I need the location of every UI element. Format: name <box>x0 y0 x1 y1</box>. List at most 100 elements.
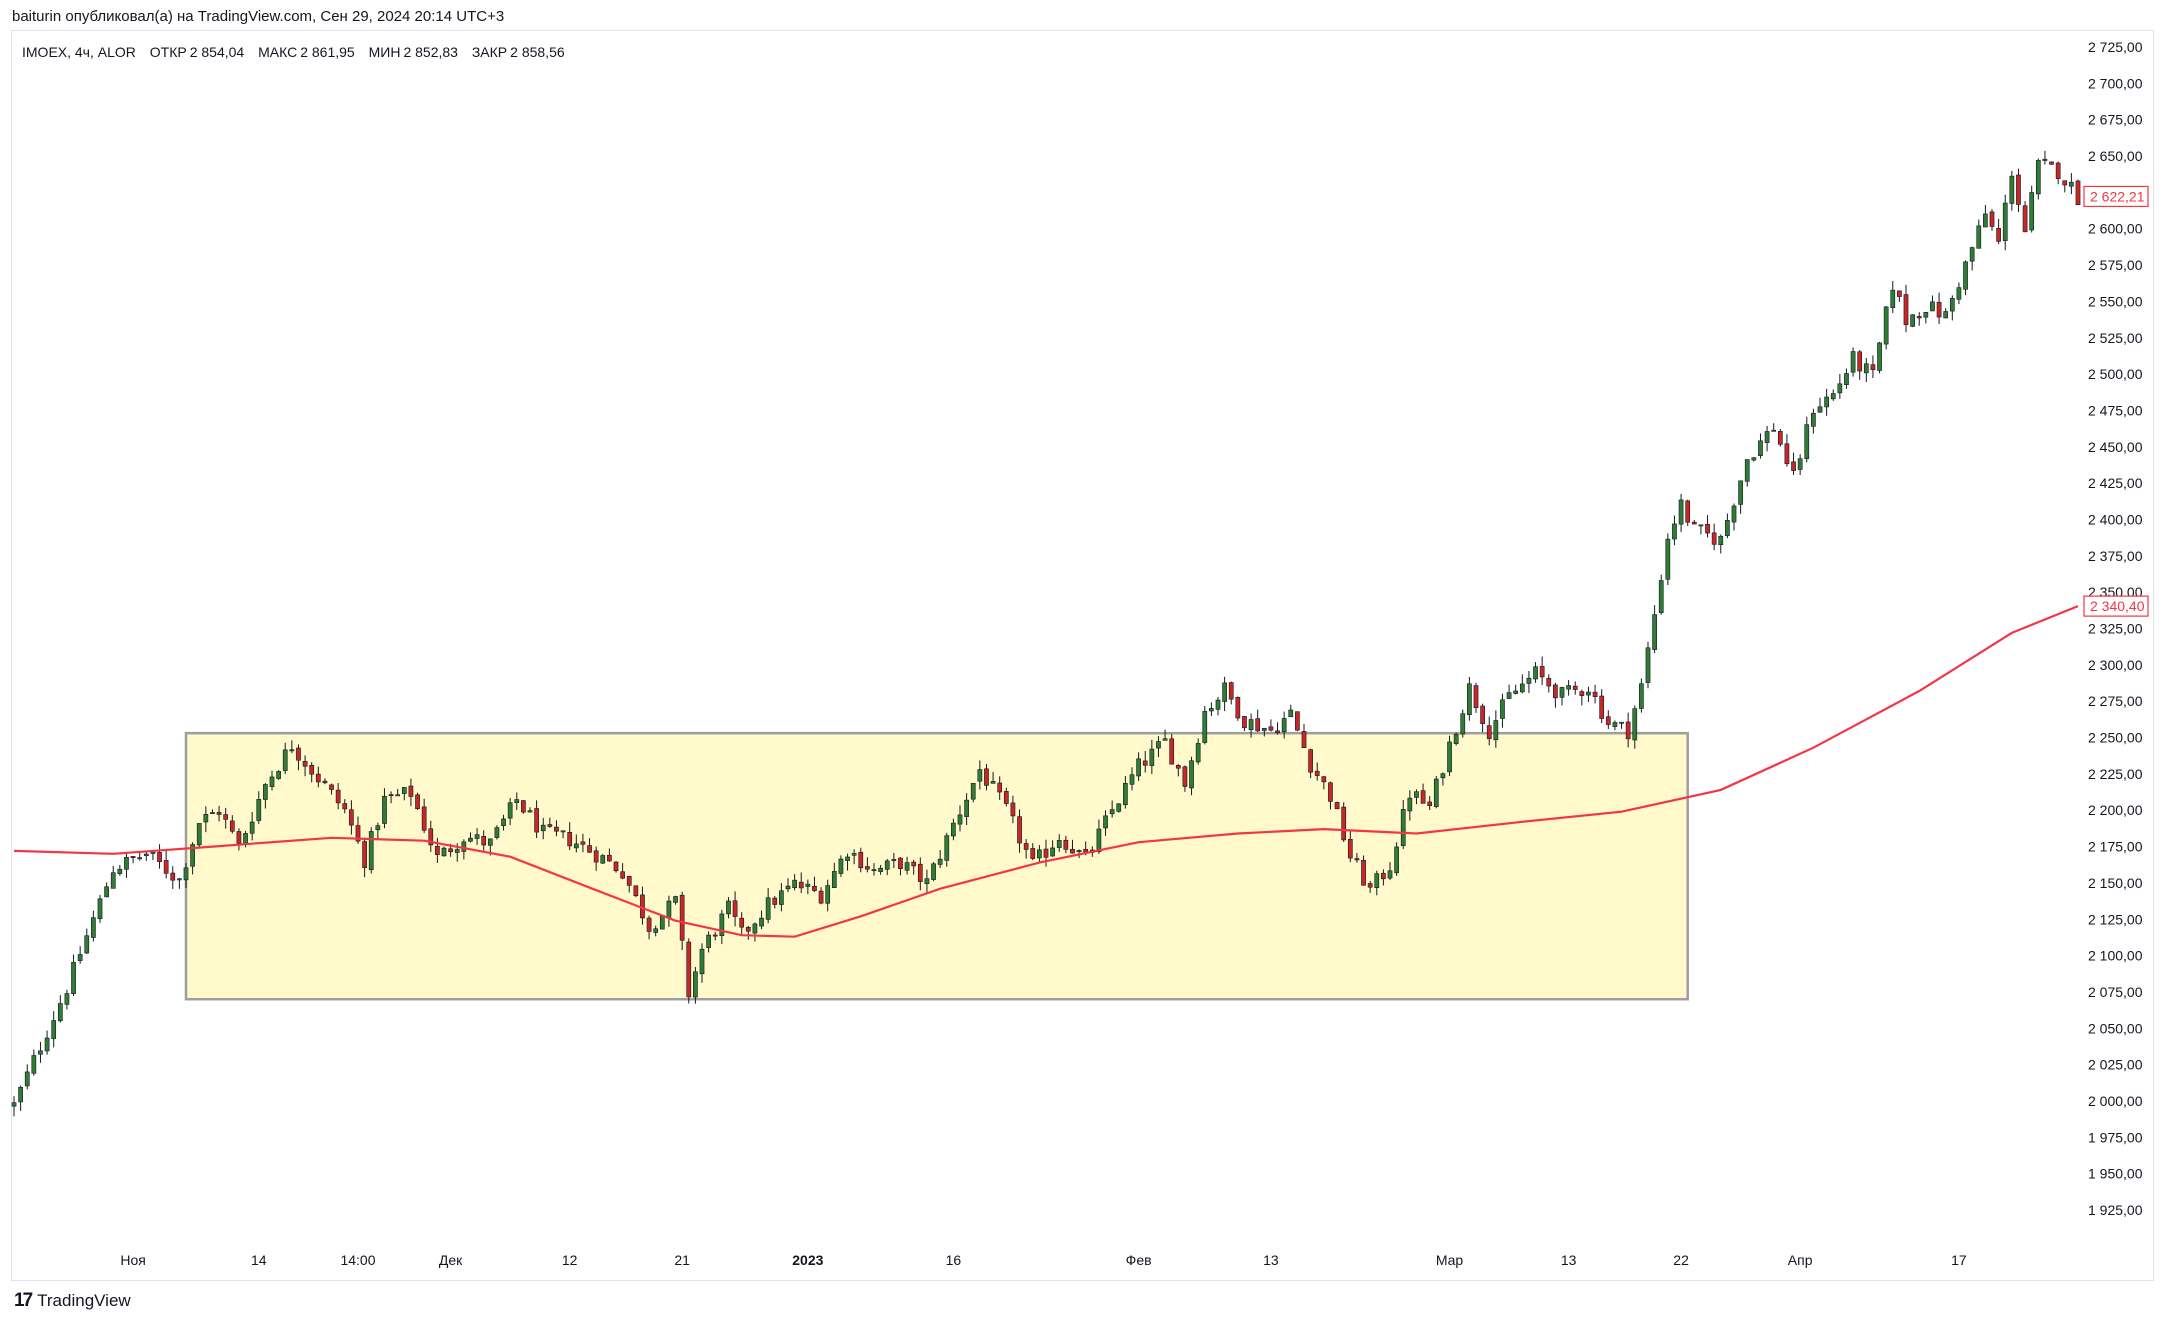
range-box <box>184 731 1689 1001</box>
candle <box>335 783 341 810</box>
candle <box>91 910 96 942</box>
candle-body <box>1744 459 1750 482</box>
candle-body <box>1592 691 1598 697</box>
candle-body <box>309 765 315 775</box>
candle-body <box>1519 683 1525 693</box>
candle <box>970 783 976 803</box>
candle <box>560 830 566 839</box>
candle-body <box>1050 847 1055 857</box>
candle-body <box>1341 806 1347 841</box>
candle-body <box>633 885 639 897</box>
candle-body <box>2055 162 2061 179</box>
candle-body <box>937 858 943 865</box>
candle <box>57 995 63 1023</box>
candle <box>342 799 348 814</box>
candle <box>1897 290 1902 302</box>
candle <box>1976 219 1982 249</box>
candle-body <box>1017 816 1022 844</box>
candle-body <box>1268 726 1274 731</box>
candle <box>712 931 718 941</box>
candle-body <box>1493 720 1499 741</box>
candle-body <box>2042 158 2048 161</box>
candle <box>792 874 797 891</box>
candle-body <box>1969 247 1975 262</box>
candle-body <box>1420 790 1426 804</box>
candle-body <box>1500 699 1505 719</box>
candle-body <box>944 835 950 861</box>
candle <box>1493 710 1499 748</box>
candle <box>302 755 308 777</box>
candle <box>289 740 295 754</box>
candle-body <box>587 845 592 853</box>
candle <box>1295 711 1300 732</box>
candle <box>1063 835 1069 854</box>
candle-body <box>1672 523 1677 540</box>
candle-body <box>1771 429 1777 432</box>
candle-body <box>84 935 90 954</box>
candle-body <box>1817 406 1823 413</box>
candle-body <box>1883 306 1889 345</box>
candle-body <box>970 783 976 800</box>
candle-body <box>329 784 334 790</box>
candle-body <box>2029 192 2035 231</box>
candle-body <box>1321 776 1327 783</box>
candle <box>891 852 897 868</box>
candle-body <box>1572 685 1578 690</box>
candle-body <box>1467 683 1472 715</box>
candle-body <box>1222 682 1227 702</box>
x-tick-label: Дек <box>439 1252 463 1268</box>
candle <box>1877 341 1882 374</box>
candle-body <box>1804 424 1810 459</box>
candle-body <box>150 851 156 854</box>
candle-body <box>957 814 963 825</box>
x-tick-label: Апр <box>1788 1252 1813 1268</box>
candle <box>441 846 447 857</box>
candle-body <box>190 844 195 867</box>
candle <box>1175 764 1181 777</box>
candle <box>1017 809 1022 853</box>
y-tick-label: 2 500,00 <box>2088 366 2143 382</box>
candle-body <box>1857 351 1863 372</box>
candle <box>2055 161 2061 185</box>
candle <box>865 857 870 873</box>
candle-body <box>461 841 467 852</box>
x-tick-label: 17 <box>1951 1252 1967 1268</box>
candle <box>31 1049 37 1076</box>
candle <box>1731 503 1737 531</box>
y-tick-label: 2 100,00 <box>2088 948 2143 964</box>
candle <box>1771 423 1777 432</box>
candle-body <box>1129 774 1135 785</box>
candle-body <box>2069 181 2074 187</box>
candle-body <box>289 749 295 752</box>
candle <box>1400 800 1406 849</box>
candle-body <box>845 856 850 861</box>
candle-body <box>183 867 189 881</box>
candle-body <box>421 806 427 831</box>
candle-body <box>798 881 804 889</box>
candle-body <box>673 896 678 903</box>
tradingview-logo[interactable]: 17 TradingView <box>14 1290 131 1312</box>
candle-body <box>468 837 473 842</box>
candle-body <box>1791 461 1796 471</box>
candle-body <box>362 841 367 868</box>
candle <box>1162 729 1168 741</box>
candle-body <box>613 861 619 872</box>
legend-symbol[interactable]: IMOEX, 4ч, ALOR <box>22 44 136 60</box>
candle <box>1725 513 1730 539</box>
candle <box>898 857 903 876</box>
candle-body <box>1010 802 1016 817</box>
candle-body <box>408 785 414 797</box>
candle-body <box>693 971 698 998</box>
candle <box>143 851 149 861</box>
candle <box>1381 869 1386 886</box>
candle <box>124 851 129 878</box>
candle <box>1209 702 1214 716</box>
candle-body <box>2035 160 2041 195</box>
candle-body <box>1156 741 1161 749</box>
candle-body <box>441 847 447 857</box>
candle-body <box>1400 809 1406 846</box>
candle <box>1605 710 1611 730</box>
x-tick-label: 14:00 <box>340 1252 375 1268</box>
candle <box>567 822 573 851</box>
